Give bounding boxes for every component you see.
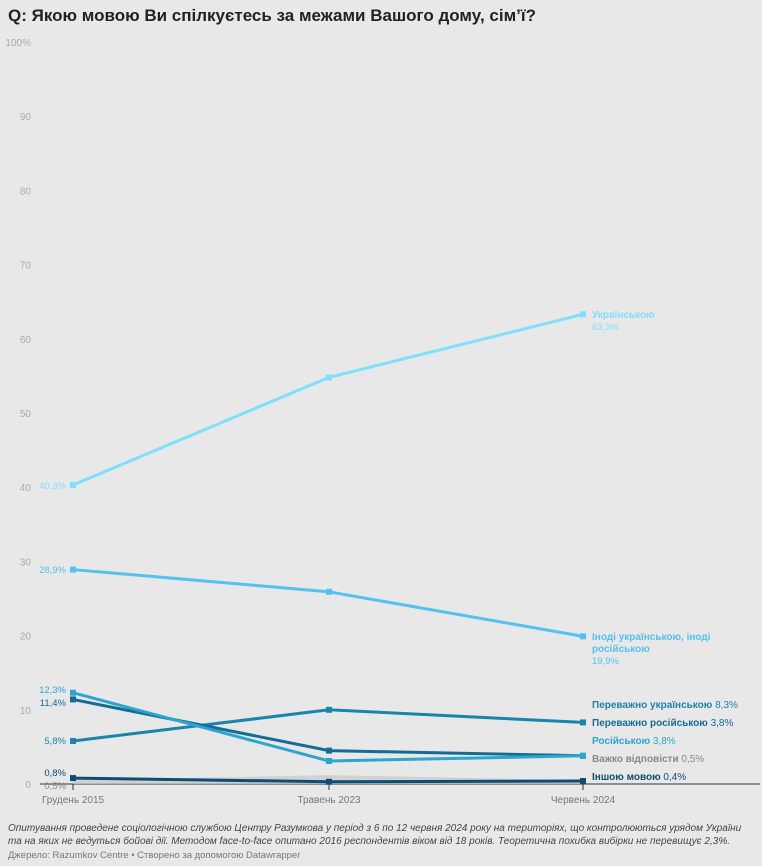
start-value-label: 5,8% (44, 736, 66, 747)
y-tick-label: 90 (20, 112, 32, 123)
series-end-label: Іншою мовою 0,4% (592, 772, 686, 783)
series-1: 28,9% Іноді українською, інодіросійською1… (39, 565, 711, 667)
y-tick-label: 100% (5, 38, 31, 49)
start-value-label: 0,8% (44, 768, 66, 779)
series-name-label: Українською (592, 310, 655, 321)
x-tick-label: Грудень 2015 (42, 795, 105, 806)
series-4: 12,3% Російською 3,8% (39, 685, 676, 764)
x-tick-label: Червень 2024 (551, 795, 616, 806)
series-end-label: Переважно російською 3,8% (592, 718, 733, 729)
start-value-label: 40,3% (39, 481, 66, 492)
data-point (580, 633, 586, 640)
chart-note: Опитування проведене соціологічною служб… (8, 823, 742, 847)
end-value-label: 8,3% (715, 700, 738, 711)
y-tick-label: 10 (20, 706, 32, 717)
data-point (326, 374, 332, 381)
data-point (326, 778, 332, 785)
end-value-label: 0,5% (681, 754, 704, 765)
data-point (326, 747, 332, 754)
data-point (326, 706, 332, 713)
series-name-label: Переважно російською (592, 718, 711, 729)
data-point (580, 752, 586, 759)
series-2: 5,8% Переважно українською 8,3% (44, 700, 738, 747)
data-point (580, 311, 586, 318)
data-point (70, 696, 76, 703)
line-chart: 0 10 20 30 40 50 60 70 80 90 100% Грудень 2015 Траве… (5, 38, 760, 806)
y-tick-label: 50 (20, 409, 32, 420)
series-name-label: російською (592, 644, 650, 655)
series-6: 0,8% Іншою мовою 0,4% (44, 768, 686, 785)
data-point (326, 588, 332, 595)
end-value-label: 0,4% (663, 772, 686, 783)
series-line (72, 568, 584, 638)
data-point (580, 719, 586, 726)
end-value-label: 63,3% (592, 322, 619, 333)
chart-source: Джерело: Razumkov Centre • Створено за д… (8, 850, 301, 861)
data-point (70, 775, 76, 782)
y-tick-label: 40 (20, 483, 32, 494)
y-tick-label: 0 (25, 780, 31, 791)
series-end-label: Переважно українською 8,3% (592, 700, 738, 711)
series-end-label: Важко відповісти 0,5% (592, 754, 704, 765)
series-name-label: Іншою мовою (592, 772, 663, 783)
series-name-label: Важко відповісти (592, 754, 681, 765)
y-tick-label: 80 (20, 186, 32, 197)
end-value-label: 19,9% (592, 656, 619, 667)
start-value-label: 11,4% (40, 698, 67, 709)
end-value-label: 3,8% (653, 736, 676, 747)
end-value-label: 3,8% (711, 718, 734, 729)
series-line (72, 312, 584, 487)
start-value-label: 0,5% (44, 781, 66, 792)
y-tick-label: 20 (20, 632, 32, 643)
chart-title: Q: Якою мовою Ви спілкуєтесь за межами В… (8, 6, 537, 25)
series-name-label: Переважно українською (592, 700, 715, 711)
series-end-label: Російською 3,8% (592, 736, 676, 747)
y-tick-label: 70 (20, 261, 32, 272)
data-point (326, 757, 332, 764)
start-value-label: 28,9% (39, 565, 66, 576)
x-tick-label: Травень 2023 (297, 795, 361, 806)
data-point (70, 689, 76, 696)
series-name-label: Російською (592, 736, 653, 747)
series-name-label: Іноді українською, іноді (592, 632, 711, 643)
y-tick-label: 30 (20, 557, 32, 568)
y-tick-label: 60 (20, 335, 32, 346)
data-point (70, 566, 76, 573)
data-point (70, 481, 76, 488)
start-value-label: 12,3% (39, 685, 66, 696)
data-point (70, 737, 76, 744)
data-point (580, 778, 586, 785)
